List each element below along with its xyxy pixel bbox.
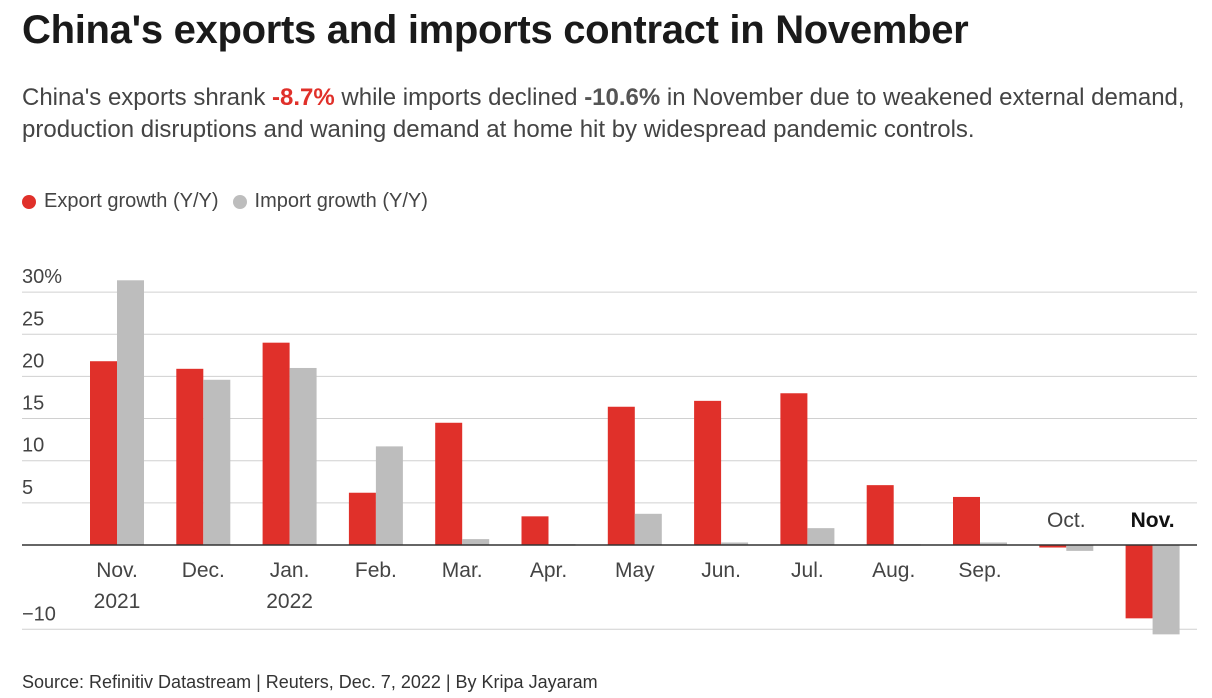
x-tick-label: Nov. bbox=[1131, 509, 1175, 532]
bar-export bbox=[348, 492, 376, 545]
y-tick-label: 10 bbox=[22, 435, 44, 457]
bar-import bbox=[203, 379, 231, 545]
chart-title: China's exports and imports contract in … bbox=[22, 8, 969, 52]
bar-export bbox=[780, 393, 808, 545]
legend-swatch-import bbox=[232, 194, 247, 209]
bar-import bbox=[289, 367, 317, 545]
bar-export bbox=[953, 496, 980, 545]
x-tick-label: 2021 bbox=[94, 590, 141, 613]
x-tick-label: Mar. bbox=[442, 559, 483, 582]
x-tick-label: Oct. bbox=[1047, 509, 1086, 532]
bar-export bbox=[435, 422, 463, 545]
source-note: Source: Refinitiv Datastream | Reuters, … bbox=[22, 672, 598, 692]
bar-export bbox=[1039, 545, 1067, 548]
y-tick-label: 20 bbox=[22, 350, 44, 372]
x-tick-label: Jan. bbox=[270, 559, 310, 582]
legend-swatch-export bbox=[22, 194, 36, 209]
bar-import bbox=[462, 539, 490, 545]
x-tick-label: Aug. bbox=[872, 559, 915, 582]
bar-export bbox=[607, 406, 635, 545]
bar-import bbox=[375, 446, 403, 545]
bar-import bbox=[1152, 545, 1180, 635]
bar-import bbox=[634, 513, 662, 545]
x-tick-label: May bbox=[615, 559, 655, 582]
y-tick-label: 30% bbox=[22, 266, 62, 288]
subtitle-text: in November due to weakened external dem… bbox=[22, 84, 1185, 143]
x-tick-label: Nov. bbox=[96, 559, 138, 582]
bar-export bbox=[694, 400, 722, 545]
y-tick-label: 5 bbox=[22, 477, 33, 499]
y-tick-label: 15 bbox=[22, 393, 44, 415]
chart-subtitle: China's exports shrank -8.7% while impor… bbox=[22, 82, 1192, 146]
bar-export bbox=[90, 361, 117, 545]
x-tick-label: 2022 bbox=[266, 590, 313, 613]
x-tick-label: Feb. bbox=[355, 559, 397, 582]
bar-export bbox=[521, 516, 549, 545]
subtitle-text: China's exports shrank bbox=[22, 84, 273, 111]
bar-import bbox=[721, 542, 749, 545]
bar-export bbox=[866, 485, 894, 545]
bar-import bbox=[117, 280, 144, 545]
x-tick-label: Sep. bbox=[958, 559, 1001, 582]
bar-import bbox=[980, 542, 1007, 545]
x-tick-label: Jul. bbox=[791, 559, 824, 582]
y-tick-label: 25 bbox=[22, 308, 44, 330]
x-tick-label: Jun. bbox=[701, 559, 741, 582]
bar-import bbox=[807, 528, 835, 545]
x-tick-label: Dec. bbox=[182, 559, 225, 582]
bar-export bbox=[262, 342, 290, 545]
bar-export bbox=[1125, 545, 1153, 619]
import-value: -10.6% bbox=[584, 84, 661, 111]
x-tick-label: Apr. bbox=[530, 559, 567, 582]
bar-import bbox=[1066, 545, 1094, 551]
export-value: -8.7% bbox=[272, 84, 335, 111]
legend: Export growth (Y/Y) Import growth (Y/Y) bbox=[22, 190, 442, 213]
bar-export bbox=[176, 368, 204, 545]
y-tick-label: −10 bbox=[22, 603, 56, 625]
subtitle-text: while imports declined bbox=[334, 84, 585, 111]
legend-label-import: Import growth (Y/Y) bbox=[254, 190, 428, 212]
legend-label-export: Export growth (Y/Y) bbox=[44, 190, 219, 212]
